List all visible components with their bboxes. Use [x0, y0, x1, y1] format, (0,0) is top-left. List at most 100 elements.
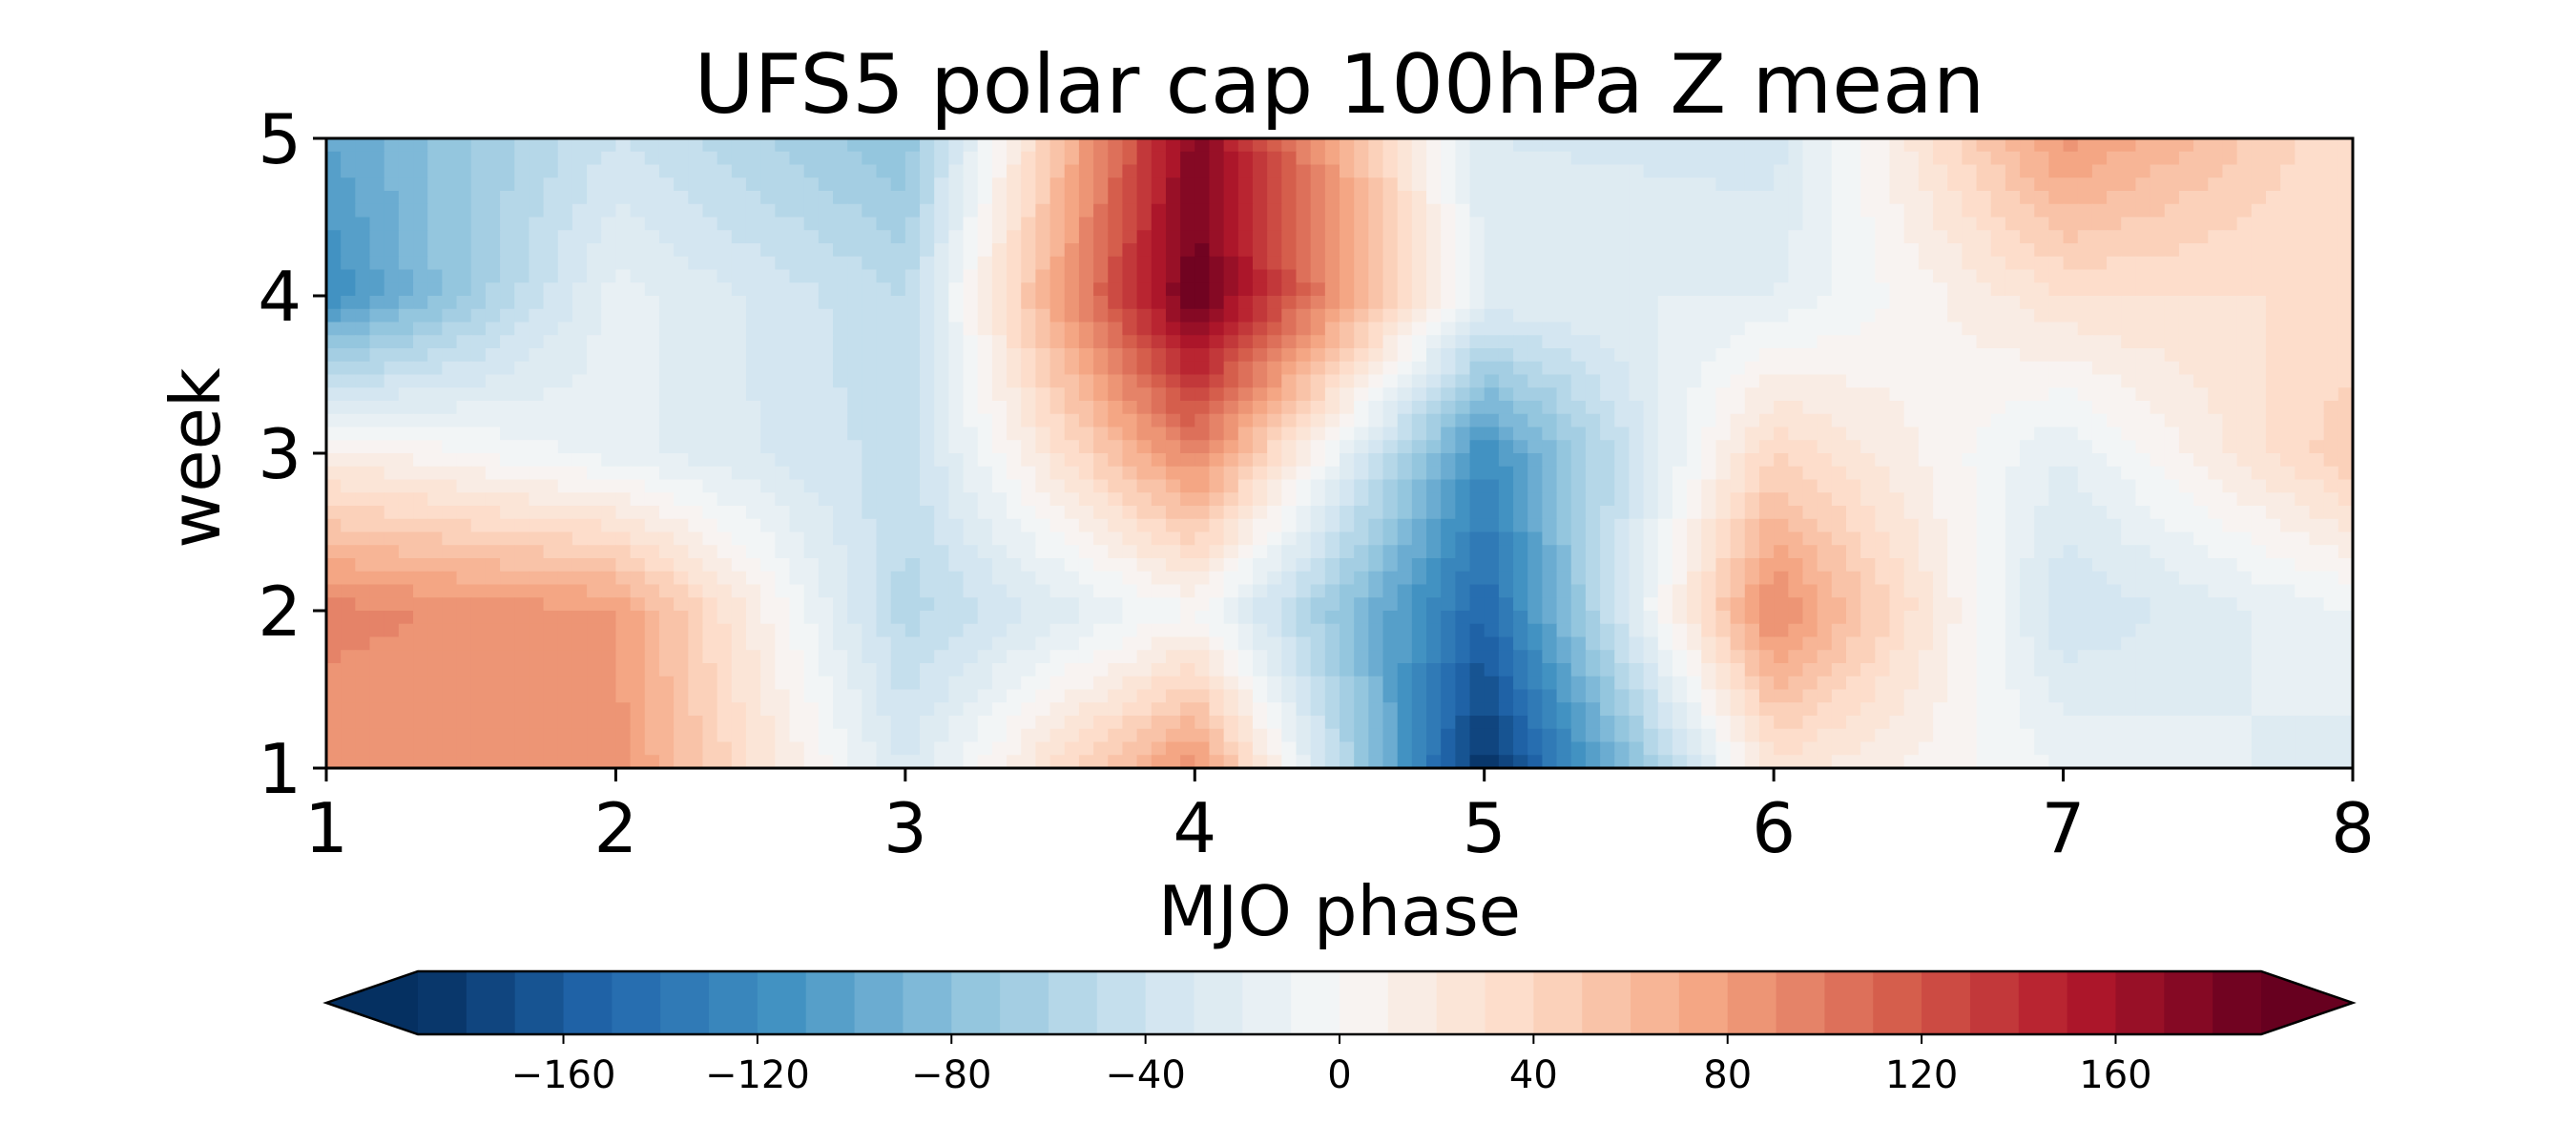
- contour-cell: [427, 413, 444, 428]
- contour-cell: [1715, 374, 1732, 389]
- contour-cell: [1860, 256, 1877, 271]
- contour-cell: [1947, 217, 1963, 232]
- contour-cell: [2208, 584, 2224, 599]
- contour-cell: [384, 466, 400, 481]
- contour-cell: [2048, 558, 2065, 572]
- contour-cell: [717, 571, 733, 586]
- contour-cell: [1049, 531, 1066, 547]
- contour-cell: [355, 531, 371, 547]
- contour-cell: [1354, 466, 1370, 481]
- contour-cell: [485, 296, 501, 310]
- contour-cell: [1730, 492, 1746, 507]
- contour-cell: [1310, 191, 1326, 205]
- contour-cell: [991, 308, 1008, 323]
- contour-cell: [2309, 203, 2325, 219]
- contour-cell: [745, 401, 761, 415]
- contour-cell: [1933, 177, 1948, 192]
- contour-cell: [1774, 322, 1790, 337]
- contour-cell: [1715, 177, 1732, 192]
- contour-cell: [658, 413, 675, 428]
- contour-cell: [1643, 138, 1659, 153]
- contour-cell: [1122, 571, 1138, 586]
- contour-cell: [890, 138, 906, 153]
- contour-cell: [1078, 531, 1094, 547]
- contour-cell: [1136, 466, 1153, 481]
- contour-cell: [2121, 335, 2137, 349]
- contour-cell: [1730, 453, 1746, 468]
- contour-cell: [485, 164, 501, 179]
- contour-cell: [1021, 413, 1037, 428]
- contour-cell: [1903, 427, 1920, 442]
- contour-cell: [456, 479, 472, 494]
- contour-cell: [1441, 138, 1457, 153]
- contour-cell: [1136, 151, 1153, 166]
- contour-cell: [2150, 545, 2166, 559]
- contour-cell: [2222, 571, 2238, 586]
- contour-cell: [1614, 597, 1631, 612]
- contour-cell: [1455, 440, 1471, 454]
- contour-cell: [2265, 584, 2281, 599]
- contour-cell: [1947, 138, 1963, 153]
- contour-cell: [1122, 335, 1138, 349]
- contour-cell: [2208, 296, 2224, 310]
- contour-cell: [862, 177, 878, 192]
- contour-cell: [384, 151, 400, 166]
- contour-cell: [1513, 374, 1529, 389]
- contour-cell: [1397, 191, 1413, 205]
- contour-cell: [1990, 164, 2006, 179]
- contour-cell: [442, 584, 458, 599]
- contour-cell: [1340, 282, 1355, 297]
- contour-cell: [1078, 401, 1094, 415]
- contour-cell: [2222, 479, 2238, 494]
- contour-cell: [1498, 584, 1514, 599]
- contour-cell: [1875, 296, 1891, 310]
- contour-cell: [2150, 361, 2166, 376]
- contour-cell: [803, 401, 820, 415]
- contour-cell: [674, 571, 690, 586]
- contour-cell: [658, 531, 675, 547]
- contour-cell: [2280, 571, 2296, 586]
- contour-cell: [920, 531, 935, 547]
- contour-cell: [1354, 138, 1370, 153]
- contour-cell: [1962, 243, 1978, 258]
- contour-cell: [1817, 401, 1833, 415]
- contour-cell: [745, 545, 761, 559]
- contour-cell: [803, 531, 820, 547]
- contour-cell: [1340, 531, 1355, 547]
- contour-cell: [470, 584, 487, 599]
- contour-cell: [658, 374, 675, 389]
- contour-cell: [1180, 243, 1196, 258]
- contour-cell: [427, 453, 444, 468]
- contour-cell: [658, 387, 675, 402]
- contour-cell: [1426, 243, 1442, 258]
- contour-cell: [1600, 308, 1616, 323]
- contour-cell: [1860, 151, 1877, 166]
- contour-cell: [557, 308, 573, 323]
- contour-cell: [2178, 151, 2194, 166]
- contour-cell: [1744, 217, 1760, 232]
- contour-cell: [2005, 217, 2021, 232]
- contour-cell: [1687, 427, 1703, 442]
- contour-cell: [977, 518, 993, 533]
- contour-cell: [789, 440, 805, 454]
- contour-cell: [1281, 440, 1298, 454]
- contour-cell: [615, 361, 632, 376]
- contour-cell: [1600, 256, 1616, 271]
- contour-cell: [1049, 296, 1066, 310]
- contour-cell: [1195, 191, 1211, 205]
- contour-cell: [1296, 584, 1312, 599]
- contour-cell: [2077, 518, 2093, 533]
- contour-cell: [630, 466, 646, 481]
- contour-cell: [571, 191, 588, 205]
- contour-cell: [1657, 401, 1673, 415]
- contour-cell: [1875, 230, 1891, 244]
- contour-cell: [1007, 164, 1023, 179]
- contour-cell: [1049, 335, 1066, 349]
- contour-cell: [1136, 479, 1153, 494]
- contour-cell: [1165, 282, 1181, 297]
- contour-cell: [543, 506, 559, 520]
- contour-cell: [630, 164, 646, 179]
- contour-cell: [702, 427, 718, 442]
- contour-cell: [1933, 453, 1948, 468]
- contour-cell: [904, 531, 921, 547]
